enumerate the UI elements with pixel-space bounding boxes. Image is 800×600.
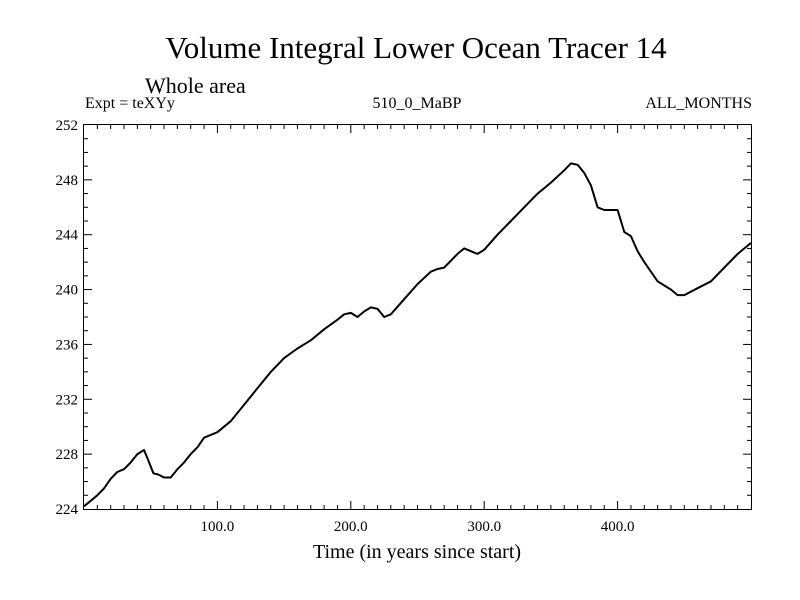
x-tick-label: 400.0 [601, 519, 635, 535]
y-tick-label: 248 [56, 173, 79, 189]
chart-subtitle: Whole area [145, 73, 246, 98]
y-tick-label: 252 [56, 118, 79, 134]
experiment-label: Expt = teXYy [85, 95, 175, 112]
series-line [83, 162, 752, 508]
y-tick-label: 232 [56, 392, 79, 408]
y-tick-label: 236 [56, 337, 79, 353]
axis-ticks [84, 125, 751, 509]
x-tick-label: 100.0 [201, 519, 235, 535]
axis-tick-labels: 100.0 200.0 300.0 400.0 224 228 232 236 240 244 24… [56, 118, 635, 535]
plot-frame [83, 124, 752, 510]
period-label: 510_0_MaBP [373, 95, 462, 112]
y-tick-label: 244 [56, 228, 79, 244]
x-tick-label: 200.0 [334, 519, 368, 535]
y-tick-label: 224 [56, 502, 79, 518]
y-tick-label: 240 [56, 283, 79, 299]
months-label: ALL_MONTHS [645, 95, 752, 112]
x-axis-label: Time (in years since start) [313, 541, 521, 563]
y-tick-label: 228 [56, 447, 79, 463]
chart-title: Volume Integral Lower Ocean Tracer 14 [165, 30, 667, 65]
x-tick-label: 300.0 [467, 519, 501, 535]
